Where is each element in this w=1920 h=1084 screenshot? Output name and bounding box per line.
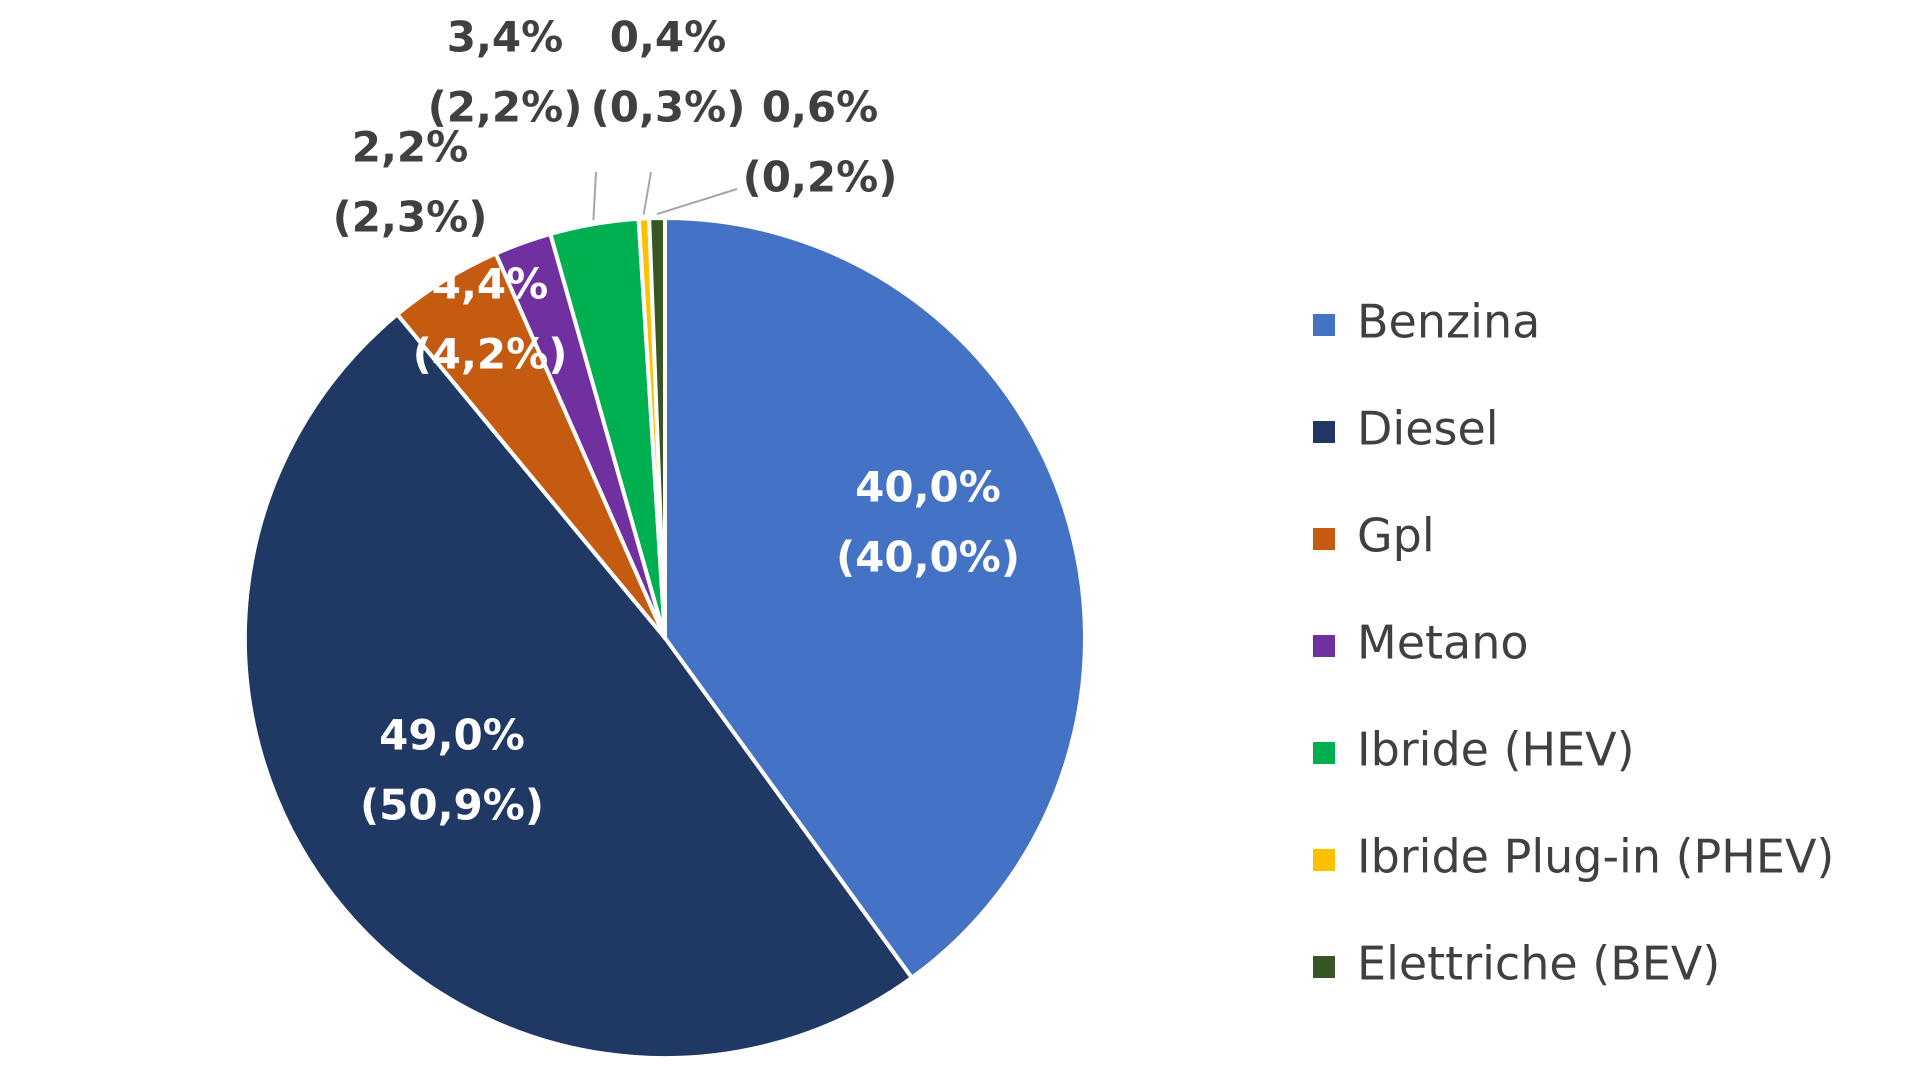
leader-line-ibride-plug-in-phev [642,171,652,215]
leader-lines [592,171,738,221]
pie-slice-benzina [663,216,1087,980]
legend-swatch-elettriche-bev [1313,956,1335,978]
pie-slices [242,216,1087,1060]
legend-label-ibride-hev: Ibride (HEV) [1357,723,1635,777]
legend-label-diesel: Diesel [1357,402,1499,456]
legend-label-gpl: Gpl [1357,509,1435,563]
data-sublabel-metano: (2,3%) [333,193,488,242]
data-sublabel-diesel: (50,9%) [360,781,544,830]
legend-swatch-diesel [1313,421,1335,443]
data-labels: 40,0%(40,0%)49,0%(50,9%)4,4%(4,2%)2,2%(2… [333,13,1020,830]
leader-line-elettriche-bev [656,188,738,216]
legend-swatch-benzina [1313,314,1335,336]
data-sublabel-gpl: (4,2%) [413,330,568,379]
legend-label-metano: Metano [1357,616,1529,670]
data-label-elettriche-bev: 0,6% [762,83,878,132]
legend-label-ibride-plug-in-phev: Ibride Plug-in (PHEV) [1357,830,1834,884]
pie-slice-elettriche-bev [647,216,667,640]
legend-label-benzina: Benzina [1357,295,1540,349]
legend-swatch-ibride-hev [1313,742,1335,764]
data-sublabel-elettriche-bev: (0,2%) [743,153,898,202]
legend-swatch-ibride-plug-in-phev [1313,849,1335,871]
legend-label-elettriche-bev: Elettriche (BEV) [1357,937,1720,991]
legend: Benzina Diesel Gpl Metano Ibride (HEV) Ibride… [1313,295,1834,991]
data-label-gpl: 4,4% [432,260,548,309]
data-label-ibride-hev: 3,4% [447,13,563,62]
data-label-metano: 2,2% [352,123,468,172]
legend-swatch-metano [1313,635,1335,657]
data-label-benzina: 40,0% [855,463,1001,512]
data-label-diesel: 49,0% [379,711,525,760]
data-label-ibride-plug-in-phev: 0,4% [610,13,726,62]
pie-slice-diesel [242,312,914,1060]
legend-swatch-gpl [1313,528,1335,550]
data-sublabel-ibride-plug-in-phev: (0,3%) [591,83,746,132]
data-sublabel-ibride-hev: (2,2%) [428,83,583,132]
leader-line-ibride-hev [592,171,597,221]
data-sublabel-benzina: (40,0%) [836,533,1020,582]
